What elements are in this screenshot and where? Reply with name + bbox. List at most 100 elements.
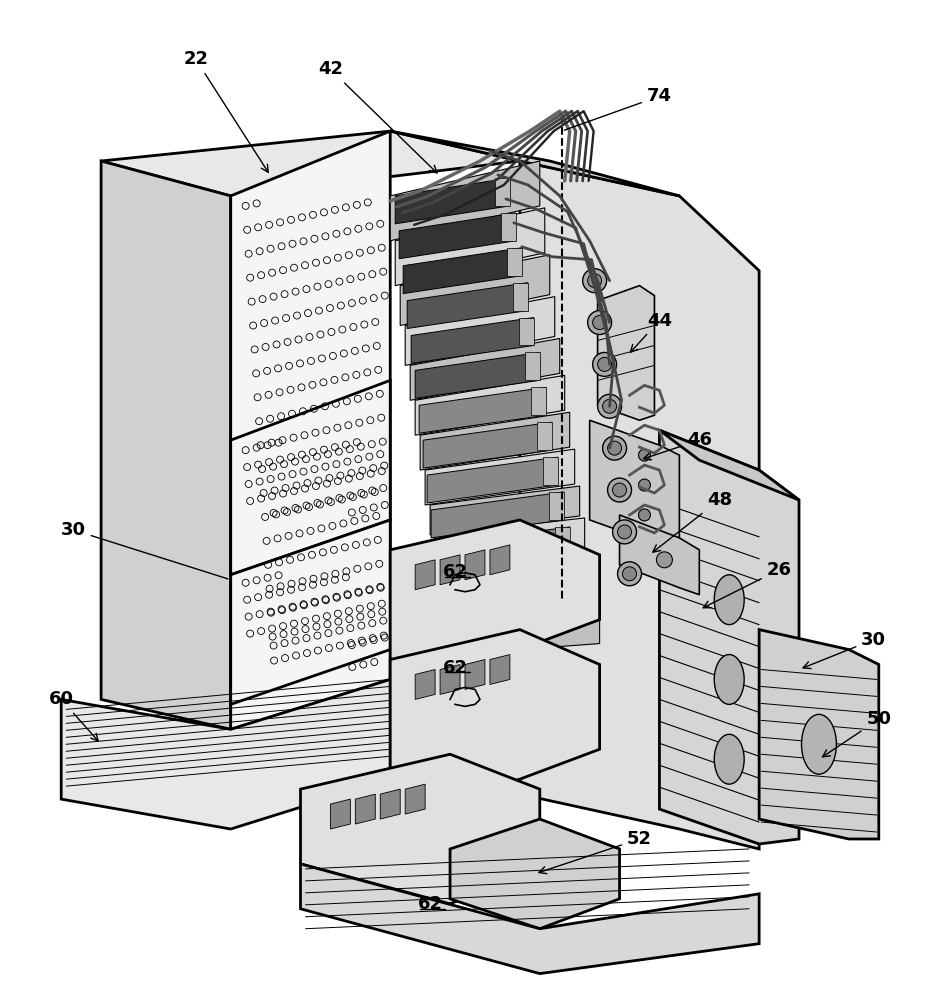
Polygon shape: [597, 286, 653, 420]
Polygon shape: [404, 784, 425, 814]
Polygon shape: [380, 789, 400, 819]
Text: 62: 62: [417, 895, 442, 913]
Polygon shape: [389, 131, 679, 196]
Polygon shape: [434, 527, 569, 573]
Polygon shape: [423, 422, 551, 468]
Polygon shape: [440, 555, 460, 585]
Polygon shape: [411, 318, 534, 363]
Polygon shape: [427, 457, 557, 503]
Circle shape: [602, 399, 616, 413]
Polygon shape: [61, 679, 389, 829]
Polygon shape: [536, 422, 551, 450]
Polygon shape: [519, 318, 534, 345]
Circle shape: [637, 449, 650, 461]
Polygon shape: [389, 630, 599, 809]
Circle shape: [607, 441, 621, 455]
Polygon shape: [395, 208, 544, 286]
Polygon shape: [431, 492, 563, 538]
Polygon shape: [659, 430, 798, 500]
Polygon shape: [230, 131, 389, 729]
Circle shape: [587, 274, 601, 288]
Circle shape: [592, 316, 606, 330]
Circle shape: [607, 478, 631, 502]
Polygon shape: [758, 630, 878, 839]
Polygon shape: [402, 248, 521, 294]
Text: 60: 60: [49, 690, 98, 741]
Circle shape: [582, 269, 606, 293]
Polygon shape: [404, 297, 554, 365]
Circle shape: [637, 509, 650, 521]
Circle shape: [602, 436, 626, 460]
Circle shape: [597, 394, 621, 418]
Polygon shape: [512, 283, 527, 311]
Polygon shape: [399, 213, 516, 259]
Circle shape: [617, 525, 631, 539]
Polygon shape: [355, 794, 375, 824]
Polygon shape: [101, 131, 519, 196]
Polygon shape: [415, 669, 434, 699]
Polygon shape: [418, 387, 545, 433]
Polygon shape: [524, 352, 539, 380]
Circle shape: [587, 311, 611, 334]
Polygon shape: [494, 178, 509, 206]
Polygon shape: [440, 665, 460, 694]
Text: 48: 48: [652, 491, 731, 552]
Polygon shape: [389, 161, 539, 241]
Text: 42: 42: [317, 60, 436, 173]
Polygon shape: [464, 660, 485, 689]
Polygon shape: [389, 520, 599, 679]
Polygon shape: [415, 560, 434, 590]
Text: 62: 62: [442, 563, 467, 581]
Polygon shape: [659, 430, 798, 844]
Polygon shape: [542, 457, 557, 485]
Polygon shape: [300, 864, 758, 974]
Polygon shape: [101, 161, 230, 729]
Text: 44: 44: [630, 312, 671, 352]
Polygon shape: [230, 520, 389, 704]
Polygon shape: [560, 562, 575, 590]
Ellipse shape: [800, 714, 836, 774]
Ellipse shape: [713, 575, 743, 625]
Polygon shape: [330, 799, 350, 829]
Polygon shape: [531, 387, 545, 415]
Polygon shape: [506, 248, 521, 276]
Polygon shape: [430, 486, 579, 535]
Polygon shape: [464, 550, 485, 580]
Polygon shape: [548, 492, 563, 520]
Polygon shape: [490, 545, 509, 575]
Text: 62: 62: [442, 659, 467, 677]
Polygon shape: [449, 614, 599, 655]
Polygon shape: [519, 161, 758, 849]
Polygon shape: [439, 562, 575, 608]
Polygon shape: [440, 550, 589, 595]
Text: 30: 30: [61, 521, 227, 579]
Polygon shape: [395, 178, 509, 224]
Polygon shape: [589, 420, 679, 550]
Text: 46: 46: [643, 431, 711, 460]
Polygon shape: [300, 754, 539, 904]
Polygon shape: [230, 380, 389, 575]
Polygon shape: [415, 375, 564, 435]
Text: 52: 52: [538, 830, 651, 874]
Polygon shape: [554, 527, 569, 555]
Text: 74: 74: [563, 87, 671, 130]
Circle shape: [592, 352, 616, 376]
Polygon shape: [619, 515, 698, 595]
Polygon shape: [449, 819, 619, 929]
Circle shape: [597, 357, 611, 371]
Polygon shape: [419, 412, 569, 470]
Circle shape: [622, 567, 636, 581]
Ellipse shape: [713, 655, 743, 704]
Circle shape: [656, 552, 672, 568]
Text: 22: 22: [183, 50, 268, 172]
Polygon shape: [445, 582, 594, 625]
Circle shape: [612, 520, 636, 544]
Polygon shape: [501, 213, 516, 241]
Ellipse shape: [713, 734, 743, 784]
Circle shape: [617, 562, 641, 586]
Polygon shape: [434, 518, 584, 565]
Polygon shape: [400, 255, 549, 326]
Polygon shape: [425, 449, 574, 505]
Polygon shape: [490, 655, 509, 684]
Circle shape: [637, 479, 650, 491]
